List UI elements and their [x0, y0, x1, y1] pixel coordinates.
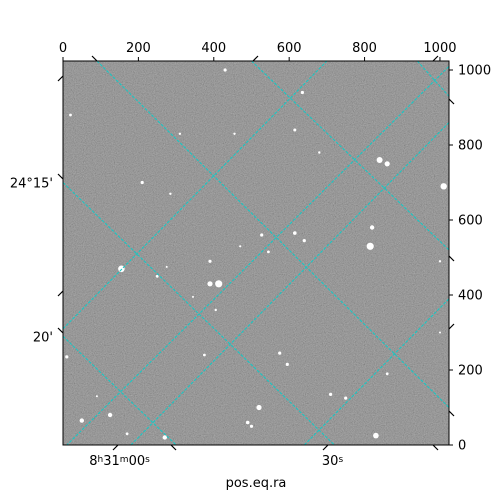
star-21	[278, 351, 282, 355]
world-edge-tick-13	[448, 323, 455, 330]
world-edge-tick-7	[112, 444, 119, 451]
star-15	[208, 259, 212, 263]
plot-frame	[62, 60, 450, 446]
world-edge-tick-4	[57, 173, 64, 180]
star-43	[439, 331, 441, 334]
x-axis-title: pos.eq.ra	[226, 476, 287, 491]
y-tick-label-4: 800	[458, 139, 483, 154]
plot-area	[62, 60, 450, 446]
star-28	[249, 424, 254, 428]
star-14	[267, 250, 270, 254]
world-edge-tick-10	[432, 444, 439, 451]
star-3	[318, 151, 321, 154]
star-30	[79, 418, 85, 423]
star-5	[384, 161, 390, 167]
star-44	[95, 395, 98, 398]
y-tick-label-1: 200	[458, 364, 483, 379]
star-40	[178, 132, 182, 135]
world-edge-tick-3	[432, 55, 439, 62]
x-tick-label-0: 0	[59, 41, 67, 56]
star-42	[192, 295, 194, 298]
world-edge-tick-2	[252, 55, 259, 62]
coordinate-grid	[63, 61, 449, 445]
y-tick-label-5: 1000	[458, 64, 491, 79]
star-11	[293, 231, 297, 235]
star-0	[223, 68, 227, 72]
star-17	[155, 274, 159, 278]
star-26	[256, 404, 262, 411]
x-tick-label-4: 800	[352, 41, 377, 56]
pixel-axis-ticks: 0 200 400 600 800 1000 0 200 400 600 800 1000	[59, 41, 491, 454]
y-tick-label-2: 400	[458, 289, 483, 304]
world-edge-tick-0	[57, 75, 64, 82]
x-tick-label-1: 200	[126, 41, 151, 56]
world-edge-tick-5	[57, 290, 64, 297]
star-35	[438, 260, 442, 263]
world-edge-tick-11	[448, 98, 455, 105]
ra-grid-line-3	[251, 61, 449, 251]
star-32	[162, 435, 167, 440]
star-8	[140, 180, 144, 185]
star-37	[233, 132, 236, 135]
star-34	[385, 372, 389, 376]
star-33	[65, 355, 69, 359]
star-22	[203, 353, 206, 357]
star-4	[376, 157, 383, 163]
star-18	[207, 281, 213, 287]
world-edge-tick-9	[322, 444, 329, 451]
star-23	[285, 362, 289, 366]
star-20	[214, 308, 217, 312]
star-7	[169, 192, 172, 195]
star-31	[373, 432, 379, 439]
star-39	[125, 432, 129, 436]
dec-grid-line-3	[303, 298, 449, 445]
dec-grid-line-1	[66, 65, 449, 445]
world-edge-tick-1	[91, 55, 98, 62]
star-6	[440, 183, 447, 190]
x-tick-label-3: 600	[277, 41, 302, 56]
star-24	[329, 392, 333, 396]
ra-tick-label-1: 30s	[322, 454, 344, 469]
star-10	[366, 242, 374, 250]
world-axis-ticks: 8h31m00s 30s 24°15' 20'	[10, 55, 455, 469]
star-25	[344, 396, 348, 400]
image-noise	[63, 61, 449, 445]
ra-grid-line-4	[416, 61, 449, 97]
x-tick-label-5: 1000	[423, 41, 456, 56]
y-tick-label-0: 0	[458, 439, 466, 454]
star-36	[69, 113, 72, 117]
star-12	[302, 239, 306, 243]
star-1	[300, 90, 304, 95]
world-edge-tick-6	[57, 327, 64, 334]
x-tick-label-2: 400	[201, 41, 226, 56]
star-2	[293, 128, 297, 132]
world-edge-tick-8	[170, 444, 177, 451]
y-tick-label-3: 600	[458, 214, 483, 229]
star-9	[369, 225, 375, 230]
dec-tick-label-0: 24°15'	[10, 177, 53, 192]
world-edge-tick-14	[448, 410, 455, 417]
star-38	[165, 265, 168, 268]
dec-tick-label-1: 20'	[33, 330, 53, 345]
dec-grid-line-0	[63, 61, 328, 330]
dec-grid-line-2	[130, 122, 449, 445]
star-41	[239, 245, 242, 248]
star-29	[107, 412, 113, 418]
ra-tick-label-0: 8h31m00s	[89, 454, 150, 469]
ra-grid-line-0	[96, 61, 449, 408]
star-13	[260, 233, 264, 237]
star-19	[215, 280, 223, 288]
world-edge-tick-12	[448, 255, 455, 262]
ra-grid-line-2	[63, 335, 177, 445]
star-27	[245, 420, 250, 425]
